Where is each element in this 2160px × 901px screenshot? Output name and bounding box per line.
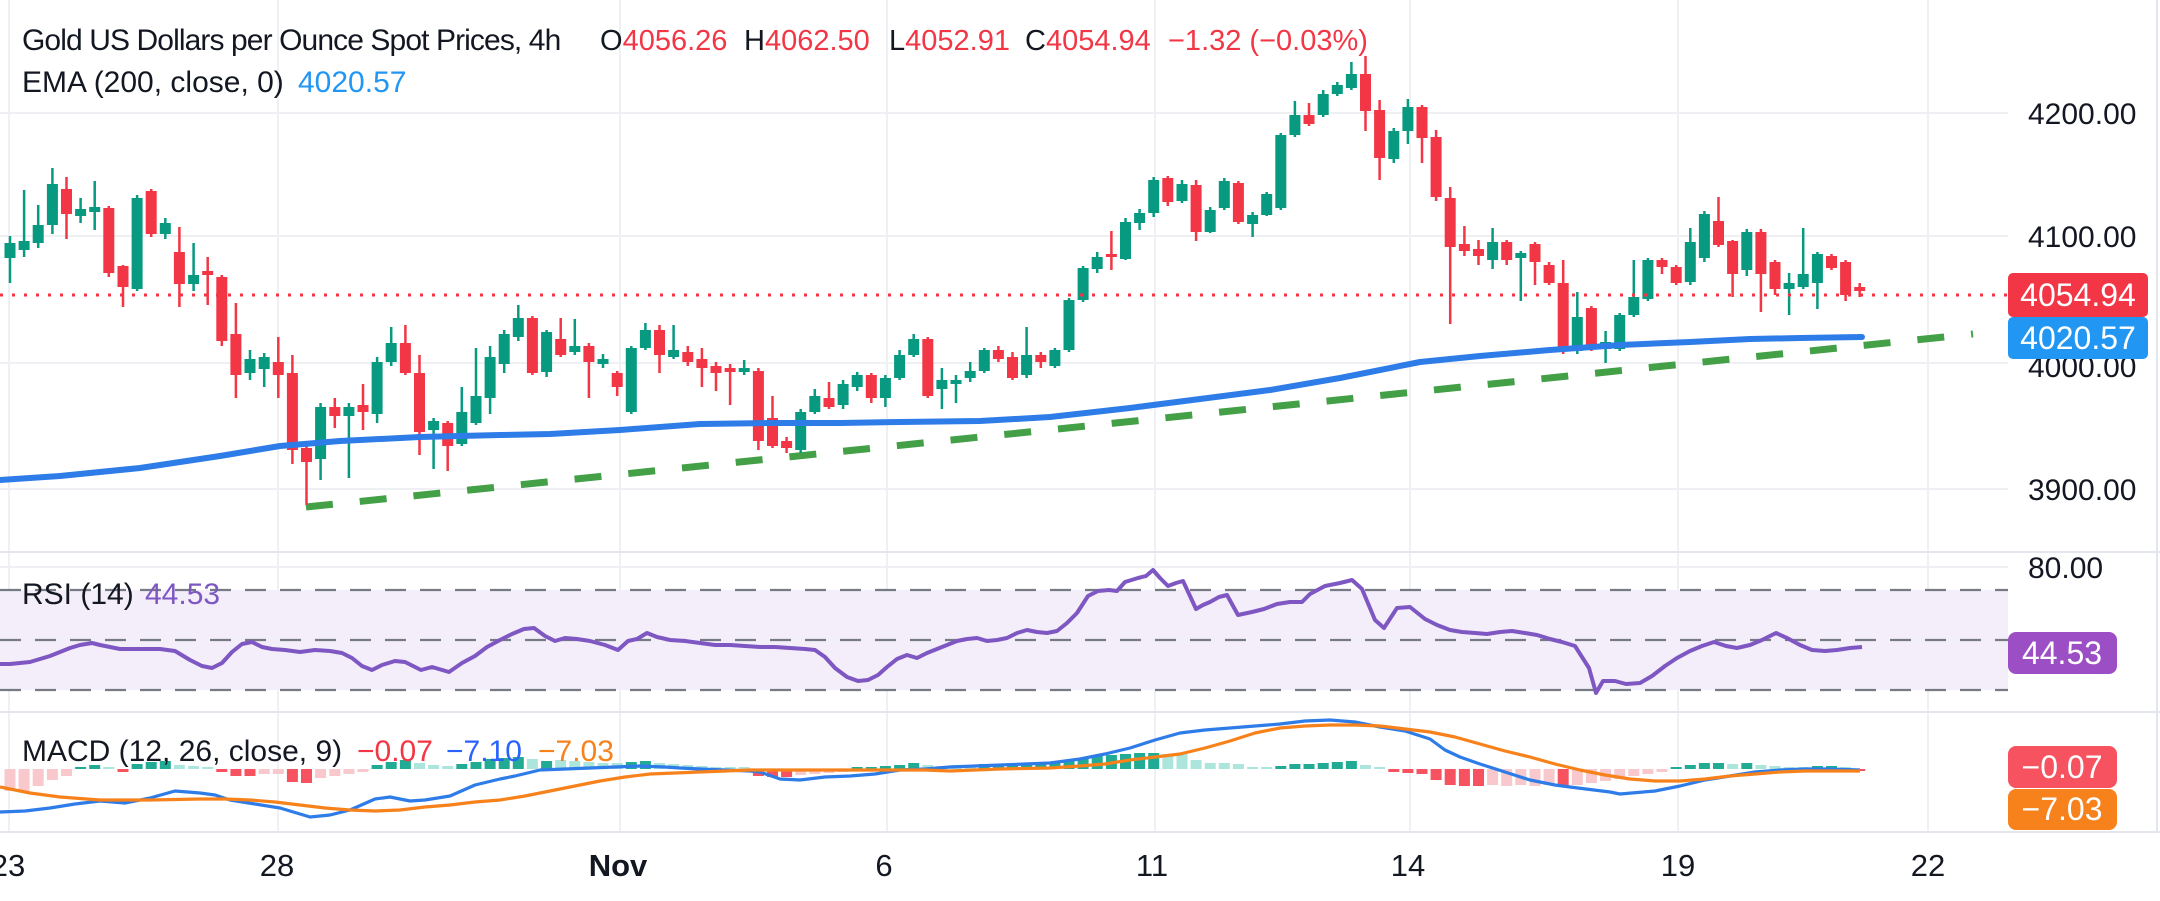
svg-text:14: 14: [1391, 848, 1425, 883]
svg-text:80.00: 80.00: [2028, 552, 2103, 585]
svg-text:RSI (14) 44.53: RSI (14) 44.53: [22, 578, 220, 611]
svg-text:−7.03: −7.03: [2022, 791, 2103, 827]
svg-text:6: 6: [875, 848, 892, 883]
svg-text:44.53: 44.53: [2022, 635, 2102, 671]
svg-text:Nov: Nov: [589, 848, 648, 883]
svg-text:11: 11: [1136, 848, 1168, 883]
svg-text:4200.00: 4200.00: [2028, 98, 2136, 131]
svg-text:4054.94: 4054.94: [2020, 277, 2136, 313]
svg-text:EMA (200, close, 0) 4020.57: EMA (200, close, 0) 4020.57: [22, 66, 406, 99]
svg-text:28: 28: [260, 848, 294, 883]
svg-text:4100.00: 4100.00: [2028, 221, 2136, 254]
svg-text:22: 22: [1911, 848, 1945, 883]
svg-text:Gold US Dollars per Ounce Spot: Gold US Dollars per Ounce Spot Prices, 4…: [22, 24, 560, 57]
svg-text:23: 23: [0, 848, 25, 883]
svg-text:19: 19: [1661, 848, 1695, 883]
svg-text:3900.00: 3900.00: [2028, 474, 2136, 507]
svg-text:4020.57: 4020.57: [2020, 320, 2136, 356]
svg-text:MACD (12, 26, close, 9) −0.07: MACD (12, 26, close, 9) −0.07 −7.10 −7.0…: [22, 735, 614, 768]
svg-text:−0.07: −0.07: [2022, 749, 2103, 785]
